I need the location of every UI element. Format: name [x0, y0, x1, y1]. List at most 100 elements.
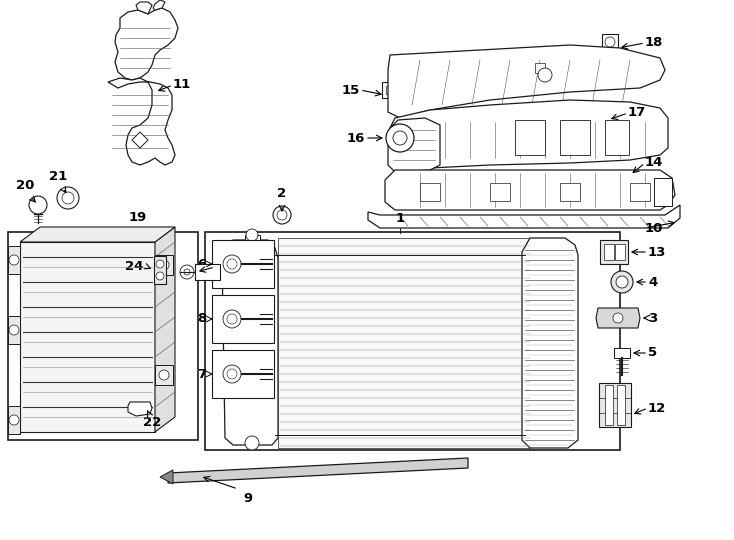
Text: 16: 16: [346, 132, 365, 145]
Polygon shape: [20, 227, 175, 242]
Polygon shape: [368, 205, 680, 228]
Circle shape: [277, 210, 287, 220]
Circle shape: [223, 310, 241, 328]
Text: 12: 12: [648, 402, 666, 415]
Polygon shape: [522, 238, 578, 448]
Bar: [535, 63, 545, 73]
Bar: [614, 348, 630, 358]
Circle shape: [611, 271, 633, 293]
Polygon shape: [128, 402, 152, 416]
Circle shape: [245, 436, 259, 450]
Polygon shape: [596, 308, 640, 328]
Bar: [654, 178, 672, 206]
Circle shape: [386, 124, 414, 152]
Polygon shape: [390, 100, 668, 172]
Bar: [212, 295, 274, 343]
Bar: [560, 183, 580, 201]
Circle shape: [538, 68, 552, 82]
Bar: [154, 256, 166, 284]
Text: 8: 8: [197, 313, 206, 326]
Text: 14: 14: [645, 157, 664, 170]
Circle shape: [616, 276, 628, 288]
Bar: [212, 350, 274, 398]
Text: 20: 20: [16, 179, 34, 192]
Polygon shape: [8, 406, 20, 434]
Text: 17: 17: [628, 106, 646, 119]
Circle shape: [184, 269, 190, 275]
Circle shape: [180, 265, 194, 279]
Text: 6: 6: [197, 258, 206, 271]
Polygon shape: [115, 8, 178, 80]
Circle shape: [156, 272, 164, 280]
Text: 15: 15: [342, 84, 360, 97]
Text: 18: 18: [645, 37, 664, 50]
Text: 23: 23: [218, 259, 236, 272]
Bar: [382, 82, 398, 98]
Polygon shape: [168, 458, 468, 483]
Text: 9: 9: [244, 492, 252, 505]
Text: 7: 7: [197, 368, 206, 381]
Circle shape: [227, 369, 237, 379]
Polygon shape: [155, 227, 175, 432]
Polygon shape: [155, 365, 173, 385]
Circle shape: [57, 187, 79, 209]
Circle shape: [159, 260, 169, 270]
Polygon shape: [8, 316, 20, 344]
Text: 19: 19: [129, 211, 147, 224]
Bar: [617, 385, 625, 425]
Circle shape: [9, 325, 19, 335]
Polygon shape: [160, 470, 173, 484]
Bar: [490, 183, 510, 201]
Circle shape: [9, 255, 19, 265]
Text: 24: 24: [125, 260, 143, 273]
Polygon shape: [245, 235, 260, 242]
Polygon shape: [388, 118, 440, 172]
Text: 4: 4: [648, 275, 657, 288]
Circle shape: [227, 259, 237, 269]
Bar: [278, 238, 530, 448]
Bar: [386, 86, 394, 94]
Circle shape: [273, 206, 291, 224]
Circle shape: [227, 314, 237, 324]
Polygon shape: [8, 246, 20, 274]
Circle shape: [9, 415, 19, 425]
Text: 5: 5: [648, 347, 657, 360]
Bar: [195, 264, 220, 280]
Circle shape: [156, 260, 164, 268]
Bar: [8, 232, 198, 440]
Circle shape: [246, 229, 258, 241]
Circle shape: [223, 365, 241, 383]
Polygon shape: [222, 240, 278, 445]
Circle shape: [393, 131, 407, 145]
Text: 1: 1: [396, 212, 404, 225]
Bar: [420, 183, 440, 201]
Polygon shape: [385, 170, 675, 210]
Text: 21: 21: [49, 170, 67, 183]
Text: 2: 2: [277, 187, 286, 200]
Bar: [212, 240, 274, 288]
Text: 22: 22: [143, 416, 161, 429]
Bar: [605, 120, 629, 155]
Polygon shape: [153, 0, 165, 10]
Bar: [515, 120, 545, 155]
Bar: [560, 120, 590, 155]
Bar: [599, 383, 631, 427]
Polygon shape: [136, 2, 152, 14]
Circle shape: [223, 255, 241, 273]
Polygon shape: [108, 78, 175, 165]
Circle shape: [62, 192, 74, 204]
Bar: [630, 183, 650, 201]
Bar: [600, 240, 628, 264]
Circle shape: [159, 370, 169, 380]
Bar: [205, 232, 620, 450]
Text: 13: 13: [648, 246, 666, 259]
Circle shape: [613, 313, 623, 323]
Polygon shape: [20, 242, 155, 432]
Polygon shape: [132, 132, 148, 148]
Bar: [604, 244, 614, 260]
Bar: [615, 244, 625, 260]
Bar: [602, 34, 618, 48]
Text: 11: 11: [173, 78, 192, 91]
Polygon shape: [155, 255, 173, 275]
Text: 3: 3: [648, 312, 657, 325]
